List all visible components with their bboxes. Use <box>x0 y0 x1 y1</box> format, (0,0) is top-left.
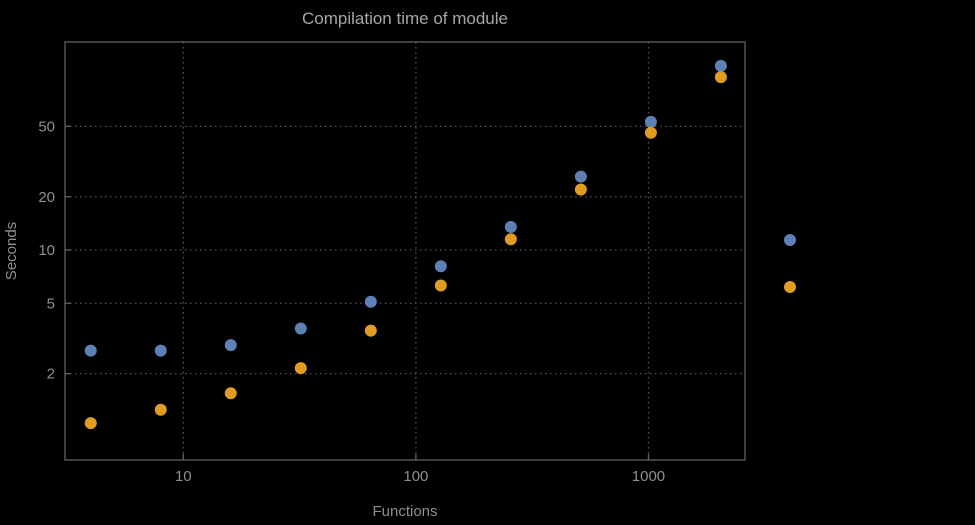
data-point <box>294 362 307 375</box>
data-points <box>84 59 727 430</box>
legend-marker-blue <box>784 234 796 246</box>
data-point <box>154 344 167 357</box>
data-point <box>434 279 447 292</box>
chart-title: Compilation time of module <box>302 9 508 28</box>
gridlines <box>65 42 745 460</box>
x-tick-label: 100 <box>403 468 428 485</box>
data-point <box>364 295 377 308</box>
data-point <box>224 387 237 400</box>
y-tick-label: 10 <box>38 242 55 259</box>
plot-frame <box>64 41 746 461</box>
data-point <box>224 339 237 352</box>
y-tick-label: 2 <box>47 366 55 383</box>
y-tick-label: 20 <box>38 189 55 206</box>
data-point <box>504 220 517 233</box>
data-point <box>504 233 517 246</box>
frame-rect <box>64 41 746 461</box>
y-tick-label: 5 <box>47 295 55 312</box>
data-point <box>154 403 167 416</box>
data-point <box>574 183 587 196</box>
data-point <box>644 115 657 128</box>
data-point <box>434 260 447 273</box>
data-point <box>644 126 657 139</box>
x-axis-label: Functions <box>372 503 437 520</box>
y-tick-label: 50 <box>38 118 55 135</box>
data-point <box>364 324 377 337</box>
legend-markers <box>784 234 796 293</box>
data-point <box>574 170 587 183</box>
legend-marker-orange <box>784 281 796 293</box>
tick-labels: 10 100 1000 2 5 10 20 50 <box>38 118 665 485</box>
data-point <box>714 59 727 72</box>
x-tick-label: 1000 <box>632 468 665 485</box>
y-axis-label: Seconds <box>3 222 20 280</box>
data-point <box>714 71 727 84</box>
x-tick-label: 10 <box>175 468 192 485</box>
data-point <box>84 344 97 357</box>
data-point <box>84 417 97 430</box>
data-point <box>294 322 307 335</box>
